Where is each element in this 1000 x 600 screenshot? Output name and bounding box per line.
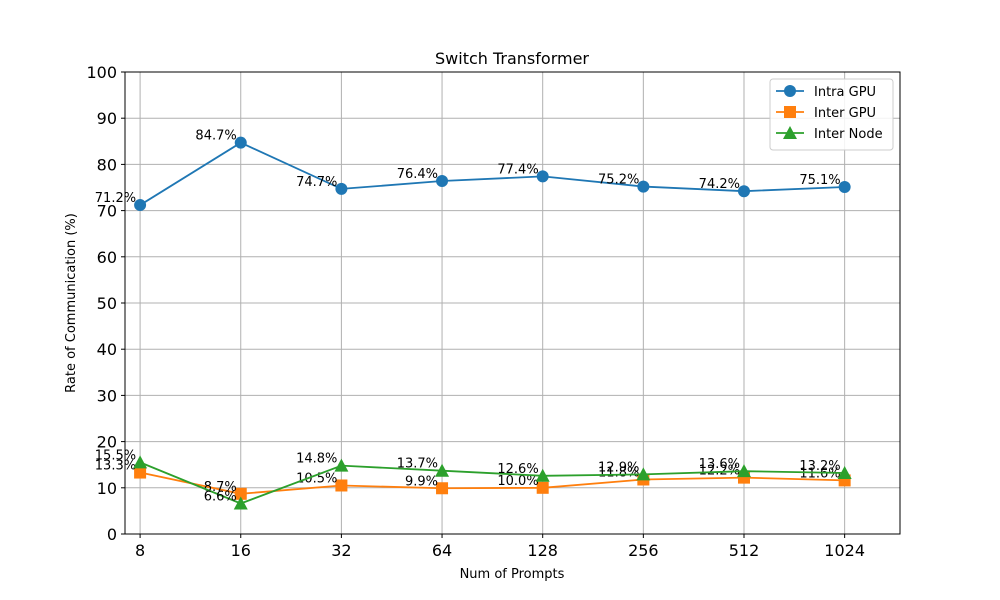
y-tick-label: 20 (97, 433, 117, 452)
data-label: 12.9% (598, 460, 639, 475)
data-point (535, 468, 550, 482)
data-point (436, 482, 449, 495)
y-tick-label: 30 (97, 386, 117, 405)
x-tick-label: 16 (231, 541, 251, 560)
legend-swatch-marker (784, 85, 796, 97)
data-point (133, 455, 148, 469)
x-tick-label: 64 (432, 541, 452, 560)
y-tick-label: 40 (97, 340, 117, 359)
series-inter-gpu: 13.3%8.7%10.5% 9.9% 10.0%11.8% 12.2% 11.6% (95, 459, 851, 500)
data-label: 71.2% (95, 191, 136, 206)
series-line (139, 141, 845, 206)
data-point (536, 481, 549, 494)
legend-label: Inter GPU (814, 106, 876, 121)
data-label: 74.7% (296, 175, 337, 190)
y-tick-label: 80 (97, 155, 117, 174)
x-tick-labels: 8 16 32 64 128 256 512 1024 (135, 534, 865, 560)
x-axis-label: Num of Prompts (460, 567, 565, 582)
y-tick-label: 0 (107, 525, 117, 544)
data-point (736, 464, 751, 478)
grid (125, 71, 900, 535)
y-tick-label: 10 (97, 479, 117, 498)
data-point (134, 466, 147, 479)
data-point (837, 466, 852, 480)
data-label: 75.1% (799, 173, 840, 188)
x-tick-label: 8 (135, 541, 145, 560)
series-inter-node: 15.5% 6.6% 14.8% 13.7% 12.6% 12.9% 13.6% 13.2% (95, 448, 852, 510)
data-label: 84.7% (195, 129, 236, 144)
data-label: 10.0% (497, 474, 538, 489)
data-label: 76.4% (397, 167, 438, 182)
data-point (435, 463, 450, 477)
data-point (335, 479, 348, 492)
x-tick-label: 32 (331, 541, 351, 560)
data-point (134, 199, 147, 212)
data-label: 11.6% (799, 466, 840, 481)
x-tick-label: 128 (527, 541, 558, 560)
data-label: 9.9% (405, 474, 438, 489)
y-tick-label: 60 (97, 248, 117, 267)
data-label: 15.5% (95, 448, 136, 463)
y-tick-label: 100 (86, 63, 117, 82)
x-tick-label: 256 (628, 541, 659, 560)
data-label: 13.3% (95, 459, 136, 474)
data-point (536, 170, 549, 183)
data-label: 14.8% (296, 452, 337, 467)
data-point (636, 467, 651, 481)
data-point (234, 136, 247, 149)
series-intra-gpu: 71.2% 84.7% 74.7% 76.4% 77.4% 75.2% 74.2% 75.1% (95, 129, 851, 212)
data-label: 10.5% (296, 471, 337, 486)
series-line (139, 471, 845, 495)
data-label: 77.4% (497, 162, 538, 177)
data-point (334, 458, 349, 472)
data-label: 13.2% (799, 459, 840, 474)
data-point (436, 175, 449, 188)
data-point (234, 487, 247, 500)
data-label: 13.6% (699, 457, 740, 472)
x-tick-label: 1024 (824, 541, 865, 560)
data-label: 13.7% (397, 457, 438, 472)
plot-frame (124, 71, 901, 535)
data-label: 74.2% (699, 177, 740, 192)
legend-label: Intra GPU (814, 85, 876, 100)
y-tick-label: 70 (97, 202, 117, 221)
legend-label: Inter Node (814, 127, 883, 142)
data-label: 12.6% (497, 462, 538, 477)
y-axis-label: Rate of Communication (%) (64, 213, 79, 393)
y-tick-label: 50 (97, 294, 117, 313)
data-label: 11.8% (598, 465, 639, 480)
data-label: 6.6% (204, 490, 237, 505)
data-point (233, 496, 248, 510)
x-tick-label: 512 (729, 541, 760, 560)
legend-swatch-marker (784, 106, 796, 118)
legend-swatch-marker (783, 126, 797, 139)
data-point (637, 180, 650, 193)
data-point (335, 182, 348, 195)
data-point (737, 185, 750, 198)
data-label: 75.2% (598, 173, 639, 188)
series-line (139, 461, 845, 505)
y-tick-labels: 0 10 20 30 40 50 60 70 80 90 100 (86, 63, 125, 544)
data-point (838, 181, 851, 194)
legend: Intra GPU Inter GPU Inter Node (769, 78, 894, 151)
chart-title: Switch Transformer (435, 49, 589, 68)
y-tick-label: 90 (97, 109, 117, 128)
series-group: 71.2% 84.7% 74.7% 76.4% 77.4% 75.2% 74.2% 75.1%… (95, 129, 852, 510)
